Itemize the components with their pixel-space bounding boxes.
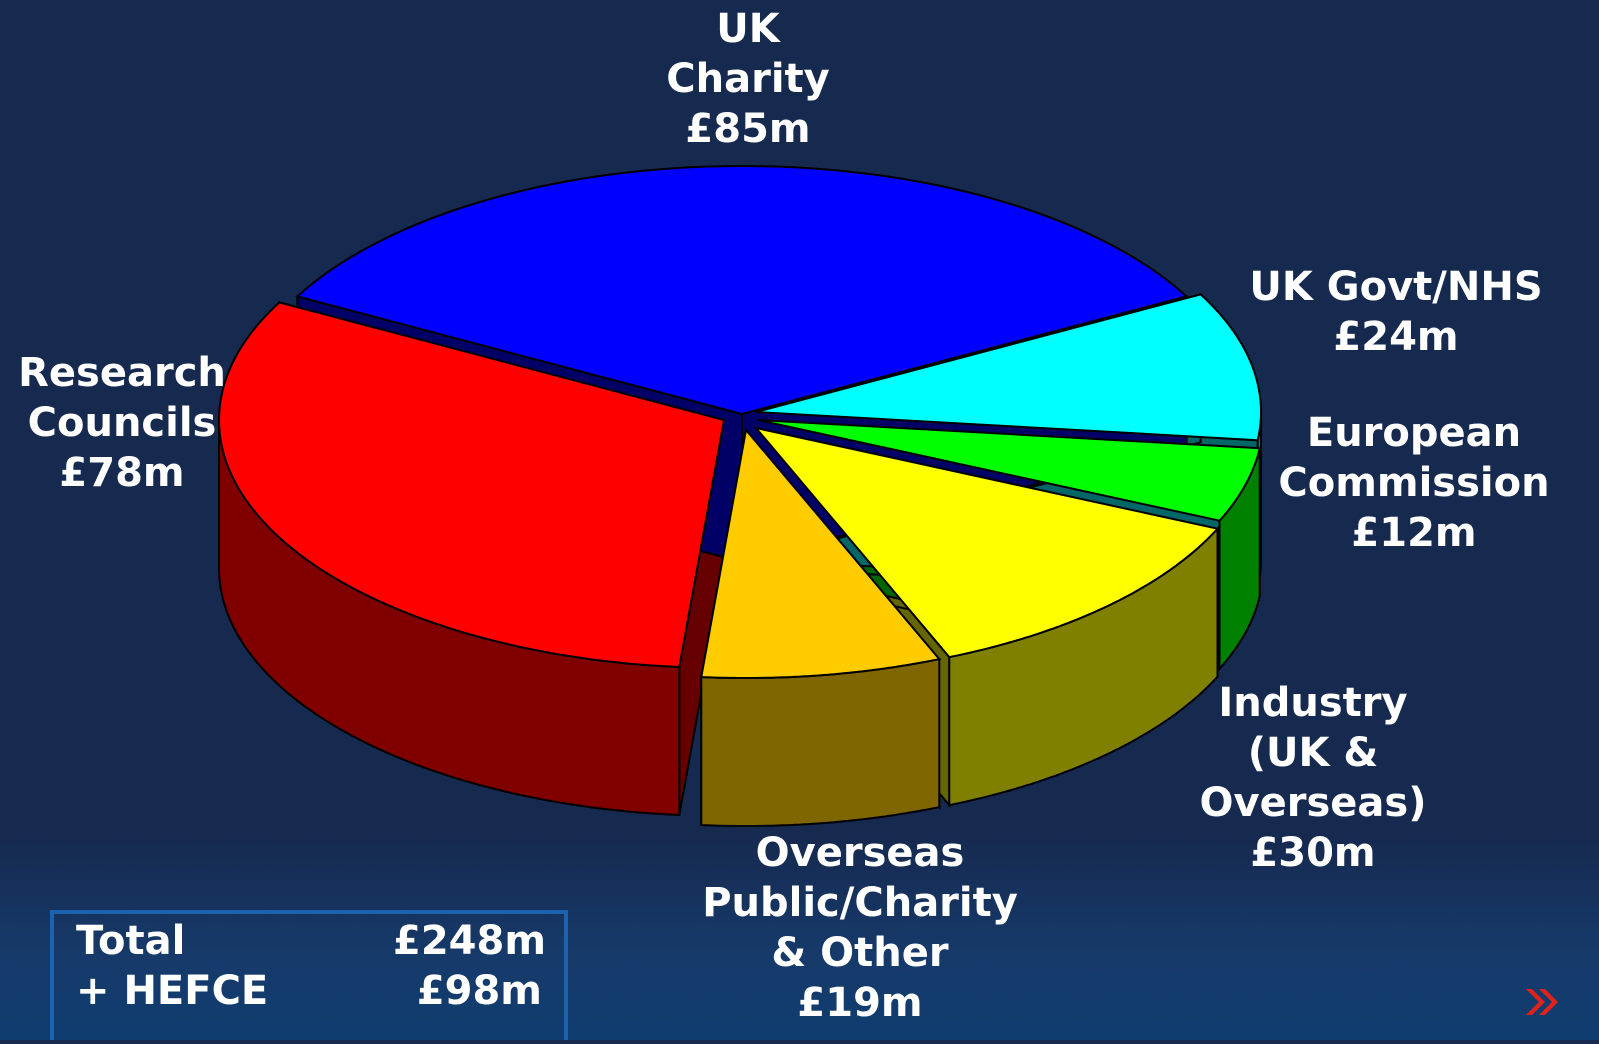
slice-industry-uk-overseas	[753, 426, 1220, 659]
label-uk-charity: UK Charity £85m	[666, 4, 829, 154]
double-chevron-right-icon[interactable]	[1522, 985, 1562, 1019]
label-line: European	[1306, 410, 1522, 456]
pie-top-layer	[217, 164, 1262, 679]
label-line: Public/Charity	[702, 880, 1018, 926]
label-line: Overseas)	[1199, 780, 1427, 826]
label-line: Overseas	[755, 830, 965, 876]
label-line: Industry	[1218, 680, 1408, 726]
slice-uk-charity	[295, 164, 1189, 416]
slice-side-overseas-public-charity-other	[700, 657, 941, 827]
totals-box: Total £248m + HEFCE £98m	[50, 910, 568, 1040]
label-line: £78m	[59, 450, 185, 496]
label-overseas-public-charity-other: Overseas Public/Charity & Other £19m	[702, 828, 1018, 1028]
total-value: £248m	[392, 918, 546, 964]
slice-uk-govt-nhs	[755, 293, 1262, 442]
label-european-commission: European Commission £12m	[1278, 408, 1549, 558]
label-line: £30m	[1250, 830, 1376, 876]
label-line: £24m	[1333, 314, 1459, 360]
label-line: (UK &	[1247, 730, 1379, 776]
slice-overseas-public-charity-other	[700, 427, 942, 679]
label-line: UK Govt/NHS	[1249, 264, 1543, 310]
label-industry-uk-overseas: Industry (UK & Overseas) £30m	[1200, 678, 1427, 878]
label-line: & Other	[771, 930, 949, 976]
label-line: Research	[18, 350, 226, 396]
label-line: Commission	[1278, 460, 1550, 506]
total-label: Total	[76, 918, 186, 964]
label-line: £19m	[797, 980, 923, 1026]
label-line: Councils	[27, 400, 217, 446]
label-uk-govt-nhs: UK Govt/NHS £24m	[1249, 262, 1542, 362]
label-line: £12m	[1351, 510, 1477, 556]
label-line: £85m	[685, 106, 811, 152]
hefce-value: £98m	[416, 968, 542, 1014]
hefce-label: + HEFCE	[76, 968, 269, 1014]
slice-european-commission	[757, 419, 1261, 522]
label-line: Charity	[666, 56, 830, 102]
label-line: UK	[716, 6, 780, 52]
label-research-councils: Research Councils £78m	[18, 348, 226, 498]
slice-research-councils	[217, 301, 726, 669]
